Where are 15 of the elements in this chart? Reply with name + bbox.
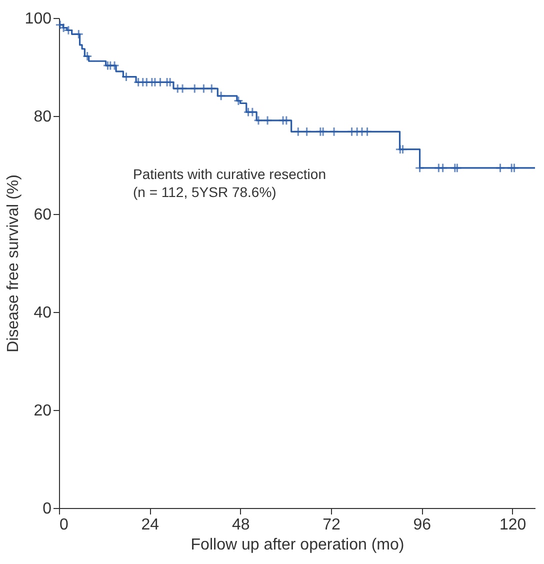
x-tick-label: 48 (232, 516, 250, 534)
x-tick-label: 0 (60, 516, 68, 534)
annotation: Patients with curative resection (n = 112, 5YSR 78.6%) (133, 166, 326, 200)
x-tick-label: 24 (141, 516, 160, 534)
x-tick-label: 120 (499, 516, 526, 534)
x-axis-title: Follow up after operation (mo) (190, 536, 404, 554)
y-axis-title: Disease free survival (%) (4, 174, 22, 352)
y-tick-label: 40 (34, 304, 52, 322)
x-tick-label: 72 (322, 516, 340, 534)
y-tick-label: 60 (34, 206, 52, 224)
y-tick-label: 80 (34, 108, 52, 126)
y-tick-label: 100 (24, 10, 52, 28)
y-tick-label: 0 (42, 500, 52, 518)
x-tick-label: 96 (413, 516, 432, 534)
y-tick-label: 20 (34, 402, 52, 420)
